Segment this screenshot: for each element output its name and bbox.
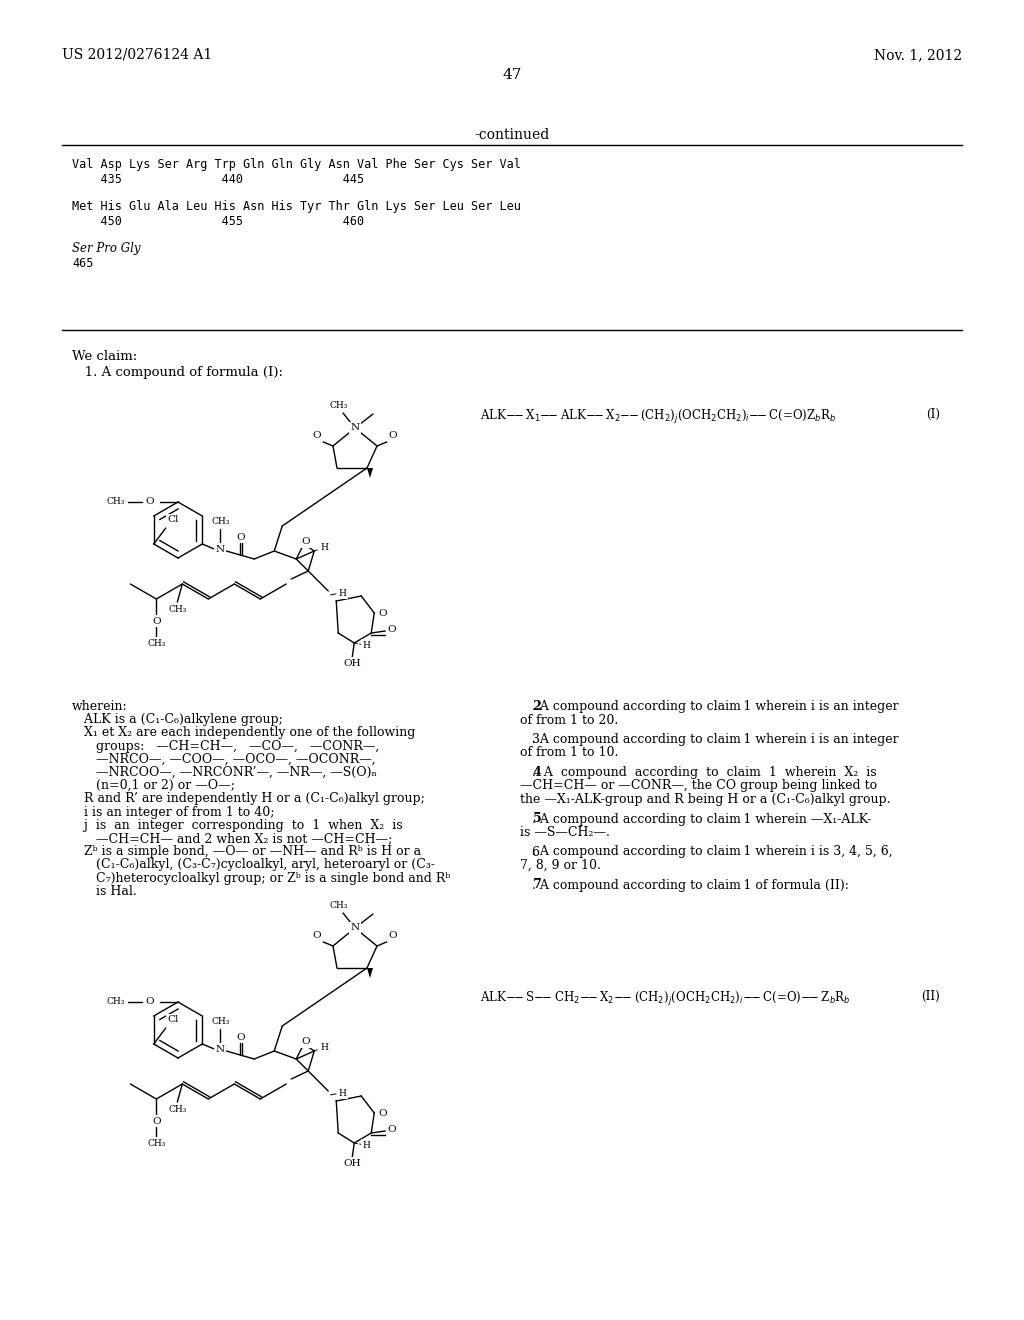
Text: CH₃: CH₃ bbox=[330, 902, 348, 911]
Polygon shape bbox=[367, 968, 373, 978]
Text: Cl: Cl bbox=[168, 516, 179, 524]
Text: CH₃: CH₃ bbox=[147, 1138, 166, 1147]
Text: CH₃: CH₃ bbox=[211, 1018, 229, 1027]
Text: O: O bbox=[301, 1038, 309, 1047]
Text: the —X₁-ALK-group and R being H or a (C₁-C₆)alkyl group.: the —X₁-ALK-group and R being H or a (C₁… bbox=[520, 793, 891, 807]
Text: is Hal.: is Hal. bbox=[72, 884, 137, 898]
Text: OH: OH bbox=[343, 659, 361, 668]
Text: O: O bbox=[387, 1125, 395, 1134]
Text: (n=0,1 or 2) or —O—;: (n=0,1 or 2) or —O—; bbox=[72, 779, 234, 792]
Text: . A compound according to claim 1 wherein —X₁-ALK-: . A compound according to claim 1 wherei… bbox=[532, 813, 871, 825]
Text: 7, 8, 9 or 10.: 7, 8, 9 or 10. bbox=[520, 859, 601, 873]
Text: of from 1 to 20.: of from 1 to 20. bbox=[520, 714, 618, 726]
Text: —NRCOO—, —NRCONR’—, —NR—, —S(O)ₙ: —NRCOO—, —NRCONR’—, —NR—, —S(O)ₙ bbox=[72, 766, 377, 779]
Text: (I): (I) bbox=[926, 408, 940, 421]
Text: . A compound according to claim 1 wherein i is an integer: . A compound according to claim 1 wherei… bbox=[532, 700, 899, 713]
Text: O: O bbox=[312, 432, 322, 441]
Text: OH: OH bbox=[343, 1159, 361, 1167]
Text: O: O bbox=[378, 609, 387, 618]
Polygon shape bbox=[367, 469, 373, 478]
Text: C₇)heterocycloalkyl group; or Zᵇ is a single bond and Rᵇ: C₇)heterocycloalkyl group; or Zᵇ is a si… bbox=[72, 871, 451, 884]
Text: CH₃: CH₃ bbox=[147, 639, 166, 648]
Text: ALK is a (C₁-C₆)alkylene group;: ALK is a (C₁-C₆)alkylene group; bbox=[72, 713, 283, 726]
Text: O: O bbox=[236, 1032, 245, 1041]
Text: O: O bbox=[312, 932, 322, 940]
Text: 4: 4 bbox=[520, 766, 542, 779]
Text: 47: 47 bbox=[503, 69, 521, 82]
Text: N: N bbox=[350, 424, 359, 433]
Text: O: O bbox=[145, 498, 155, 507]
Text: ALK$-\!\!-$X$_1$$-\!\!-$ALK$-\!\!-$X$_2$$-\!\!-$(CH$_2$)$_j$(OCH$_2$CH$_2$)$_i$$: ALK$-\!\!-$X$_1$$-\!\!-$ALK$-\!\!-$X$_2$… bbox=[480, 408, 837, 426]
Text: O: O bbox=[378, 1109, 387, 1118]
Text: 1. A compound of formula (I):: 1. A compound of formula (I): bbox=[72, 366, 283, 379]
Text: -continued: -continued bbox=[474, 128, 550, 143]
Text: N: N bbox=[216, 544, 225, 553]
Text: 7: 7 bbox=[520, 879, 542, 891]
Text: 5: 5 bbox=[520, 813, 542, 825]
Text: 2: 2 bbox=[520, 700, 542, 713]
Text: CH₃: CH₃ bbox=[106, 498, 125, 507]
Text: (C₁-C₆)alkyl, (C₃-C₇)cycloalkyl, aryl, heteroaryl or (C₃-: (C₁-C₆)alkyl, (C₃-C₇)cycloalkyl, aryl, h… bbox=[72, 858, 435, 871]
Text: . A compound according to claim 1 of formula (II):: . A compound according to claim 1 of for… bbox=[532, 879, 849, 891]
Text: Nov. 1, 2012: Nov. 1, 2012 bbox=[873, 48, 962, 62]
Text: R and R’ are independently H or a (C₁-C₆)alkyl group;: R and R’ are independently H or a (C₁-C₆… bbox=[72, 792, 425, 805]
Text: 435              440              445: 435 440 445 bbox=[72, 173, 365, 186]
Text: groups:   —CH=CH—,   —CO—,   —CONR—,: groups: —CH=CH—, —CO—, —CONR—, bbox=[72, 739, 379, 752]
Text: Val Asp Lys Ser Arg Trp Gln Gln Gly Asn Val Phe Ser Cys Ser Val: Val Asp Lys Ser Arg Trp Gln Gln Gly Asn … bbox=[72, 158, 521, 172]
Text: H: H bbox=[362, 1140, 371, 1150]
Text: Cl: Cl bbox=[168, 1015, 179, 1024]
Text: X₁ et X₂ are each independently one of the following: X₁ et X₂ are each independently one of t… bbox=[72, 726, 416, 739]
Text: 6: 6 bbox=[520, 846, 540, 858]
Text: wherein:: wherein: bbox=[72, 700, 128, 713]
Text: H: H bbox=[321, 1043, 328, 1052]
Text: O: O bbox=[145, 998, 155, 1006]
Text: —NRCO—, —COO—, —OCO—, —OCONR—,: —NRCO—, —COO—, —OCO—, —OCONR—, bbox=[72, 752, 376, 766]
Text: CH₃: CH₃ bbox=[168, 606, 186, 615]
Text: CH₃: CH₃ bbox=[211, 517, 229, 527]
Text: O: O bbox=[387, 624, 395, 634]
Text: CH₃: CH₃ bbox=[168, 1106, 186, 1114]
Text: —CH=CH— and 2 when X₂ is not —CH=CH—;: —CH=CH— and 2 when X₂ is not —CH=CH—; bbox=[72, 832, 392, 845]
Text: . A compound according to claim 1 wherein i is 3, 4, 5, 6,: . A compound according to claim 1 wherei… bbox=[532, 846, 893, 858]
Text: 3: 3 bbox=[520, 733, 540, 746]
Text: We claim:: We claim: bbox=[72, 350, 137, 363]
Text: . A compound according to claim 1 wherein i is an integer: . A compound according to claim 1 wherei… bbox=[532, 733, 899, 746]
Text: N: N bbox=[216, 1044, 225, 1053]
Text: (II): (II) bbox=[922, 990, 940, 1003]
Text: Met His Glu Ala Leu His Asn His Tyr Thr Gln Lys Ser Leu Ser Leu: Met His Glu Ala Leu His Asn His Tyr Thr … bbox=[72, 201, 521, 213]
Text: Zᵇ is a simple bond, —O— or —NH— and Rᵇ is H or a: Zᵇ is a simple bond, —O— or —NH— and Rᵇ … bbox=[72, 845, 421, 858]
Text: O: O bbox=[152, 616, 161, 626]
Text: O: O bbox=[389, 932, 397, 940]
Text: is —S—CH₂—.: is —S—CH₂—. bbox=[520, 826, 610, 840]
Text: —CH=CH— or —CONR—, the CO group being linked to: —CH=CH— or —CONR—, the CO group being li… bbox=[520, 780, 878, 792]
Text: O: O bbox=[236, 532, 245, 541]
Text: j  is  an  integer  corresponding  to  1  when  X₂  is: j is an integer corresponding to 1 when … bbox=[72, 818, 402, 832]
Text: .  A  compound  according  to  claim  1  wherein  X₂  is: . A compound according to claim 1 wherei… bbox=[532, 766, 877, 779]
Text: O: O bbox=[389, 432, 397, 441]
Text: CH₃: CH₃ bbox=[330, 401, 348, 411]
Text: i is an integer of from 1 to 40;: i is an integer of from 1 to 40; bbox=[72, 805, 274, 818]
Text: O: O bbox=[152, 1117, 161, 1126]
Text: O: O bbox=[301, 537, 309, 546]
Text: 465: 465 bbox=[72, 257, 93, 271]
Text: ALK$-\!\!-$S$-\!\!-$CH$_2$$-\!\!-$X$_2$$-\!\!-$(CH$_2$)$_j$(OCH$_2$CH$_2$)$_i$$-: ALK$-\!\!-$S$-\!\!-$CH$_2$$-\!\!-$X$_2$$… bbox=[480, 990, 851, 1008]
Text: H: H bbox=[362, 640, 371, 649]
Text: H: H bbox=[338, 1089, 346, 1097]
Text: Ser Pro Gly: Ser Pro Gly bbox=[72, 242, 140, 255]
Text: H: H bbox=[321, 543, 328, 552]
Text: N: N bbox=[350, 924, 359, 932]
Text: H: H bbox=[338, 589, 346, 598]
Text: 450              455              460: 450 455 460 bbox=[72, 215, 365, 228]
Text: US 2012/0276124 A1: US 2012/0276124 A1 bbox=[62, 48, 212, 62]
Text: of from 1 to 10.: of from 1 to 10. bbox=[520, 747, 618, 759]
Text: CH₃: CH₃ bbox=[106, 998, 125, 1006]
